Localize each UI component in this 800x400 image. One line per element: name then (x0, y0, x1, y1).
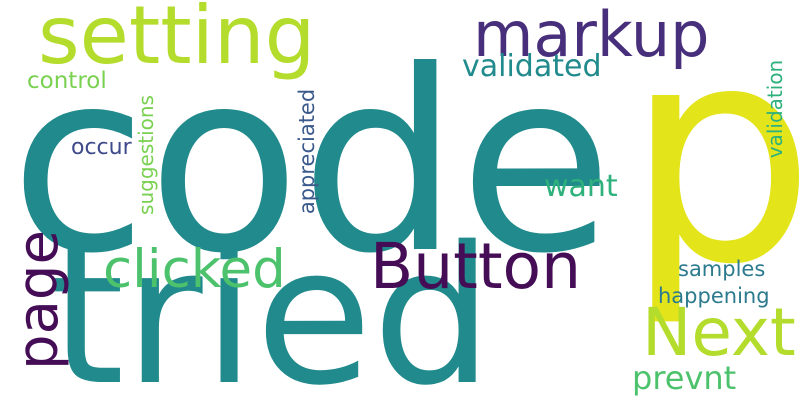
word-suggestions: suggestions (133, 95, 158, 215)
word-tried: tried (50, 206, 493, 400)
word-prevnt: prevnt (632, 359, 737, 397)
word-code: code (10, 17, 613, 308)
word-validated: validated (462, 49, 602, 84)
word-button: Button (370, 230, 582, 303)
word-validation: validation (763, 59, 788, 159)
word-occur: occur (71, 135, 132, 160)
word-control: control (27, 68, 107, 94)
word-clicked: clicked (103, 239, 286, 300)
word-setting: setting (38, 0, 316, 82)
word-markup: markup (473, 0, 710, 71)
word-page: page (5, 230, 71, 370)
word-want: want (544, 169, 618, 204)
word-p: p (625, 0, 800, 330)
word-next: Next (642, 294, 796, 371)
word-happening: happening (658, 284, 770, 308)
word-appreciated: appreciated (295, 88, 320, 215)
word-samples: samples (678, 257, 766, 281)
